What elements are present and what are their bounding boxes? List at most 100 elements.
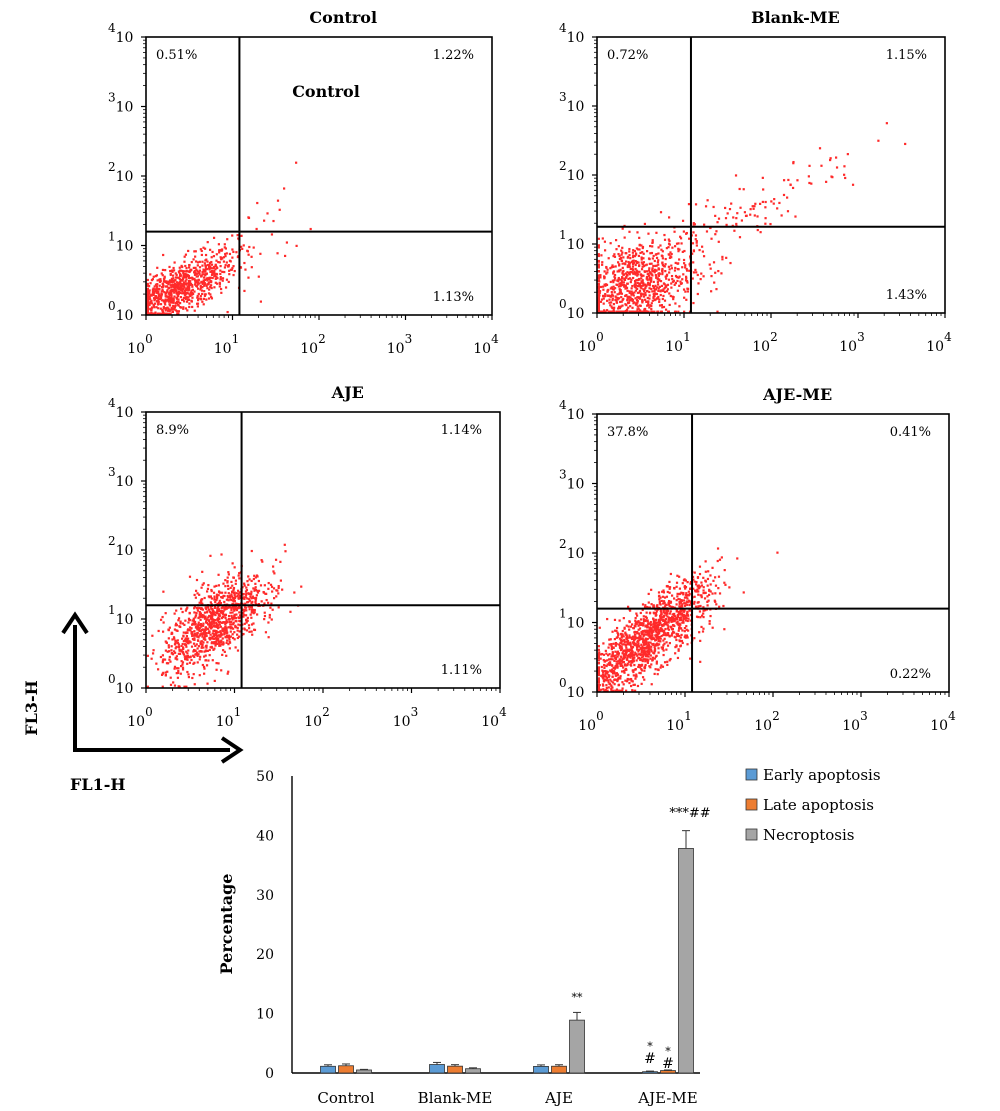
y-tick-label: 310 bbox=[559, 468, 584, 493]
y-tick-label: 010 bbox=[108, 299, 133, 324]
scatter-dots bbox=[597, 547, 779, 692]
fl1-arrowhead-icon bbox=[220, 736, 244, 764]
flow-panel: AJE 8.9% 1.14% 1.11% 100 010 101 110 102 210 103 31… bbox=[108, 383, 507, 730]
fl1-axis-label: FL1-H bbox=[70, 775, 126, 794]
y-tick-label: 010 bbox=[559, 676, 584, 701]
bar bbox=[678, 848, 694, 1074]
x-tick-label: 102 bbox=[304, 705, 329, 730]
y-tick-label: 110 bbox=[559, 607, 584, 632]
legend-swatch bbox=[745, 798, 758, 811]
bar bbox=[551, 1065, 567, 1074]
quadrant-upper-left-pct: 8.9% bbox=[156, 423, 189, 438]
x-tick-label: 103 bbox=[839, 330, 864, 355]
bar bbox=[356, 1069, 372, 1074]
x-tick-label: 104 bbox=[481, 705, 507, 730]
bar bbox=[320, 1065, 336, 1074]
y-tick-label: 110 bbox=[108, 603, 133, 628]
scatter-dots bbox=[146, 543, 303, 688]
bar bbox=[569, 1019, 585, 1074]
bar bbox=[642, 1071, 658, 1074]
legend-swatch bbox=[745, 768, 758, 781]
y-tick-label: 210 bbox=[559, 537, 584, 562]
flow-panel-title: Control bbox=[309, 8, 377, 27]
legend-label: Late apoptosis bbox=[763, 796, 874, 814]
bar bbox=[429, 1064, 445, 1074]
flow-cytometry-panels: Control 0.51% 1.22% 1.13% Control 100 010 101 11… bbox=[108, 8, 956, 734]
y-tick-label: 310 bbox=[559, 90, 584, 115]
x-tick-label: 103 bbox=[842, 709, 867, 734]
significance-marker: # bbox=[662, 1056, 674, 1072]
y-tick-label: 110 bbox=[559, 228, 584, 253]
bar-y-tick-label: 30 bbox=[256, 888, 274, 904]
bar-y-tick-label: 10 bbox=[256, 1007, 274, 1023]
y-tick-label: 410 bbox=[559, 21, 584, 46]
legend-label: Necroptosis bbox=[763, 826, 854, 844]
x-tick-label: 101 bbox=[665, 330, 690, 355]
x-tick-label: 102 bbox=[752, 330, 777, 355]
x-tick-label: 103 bbox=[393, 705, 418, 730]
bar-y-tick-label: 40 bbox=[256, 828, 274, 844]
legend-swatch bbox=[745, 828, 758, 841]
bar bbox=[533, 1066, 549, 1074]
x-tick-label: 104 bbox=[473, 332, 499, 357]
x-tick-label: 104 bbox=[930, 709, 956, 734]
quadrant-upper-left-pct: 0.51% bbox=[156, 48, 197, 63]
x-tick-label: 100 bbox=[578, 330, 603, 355]
x-tick-label: 100 bbox=[578, 709, 603, 734]
x-tick-label: 101 bbox=[214, 332, 239, 357]
bar-legend: Early apoptosis Late apoptosis Necroptosis bbox=[745, 766, 881, 844]
scatter-dots bbox=[146, 161, 312, 315]
flow-panel: Control 0.51% 1.22% 1.13% Control 100 010 101 11… bbox=[108, 8, 499, 357]
bar-category-label: Control bbox=[317, 1089, 374, 1107]
bar-y-tick-label: 0 bbox=[265, 1066, 274, 1082]
x-tick-label: 101 bbox=[216, 705, 241, 730]
quadrant-upper-left-pct: 37.8% bbox=[607, 425, 648, 440]
quadrant-lower-right-pct: 1.11% bbox=[441, 663, 482, 678]
quadrant-lower-right-pct: 0.22% bbox=[890, 667, 931, 682]
y-tick-label: 210 bbox=[559, 159, 584, 184]
x-tick-label: 101 bbox=[666, 709, 691, 734]
quadrant-upper-right-pct: 1.22% bbox=[433, 48, 474, 63]
bar-y-axis-label: Percentage bbox=[217, 874, 236, 975]
x-tick-label: 100 bbox=[127, 705, 152, 730]
bar-y-tick-label: 50 bbox=[256, 769, 274, 785]
quadrant-lower-right-pct: 1.43% bbox=[886, 288, 927, 303]
flow-panel-title: AJE bbox=[331, 383, 364, 402]
bar-chart: 0 10 20 30 40 50 Percentage Control Blank-ME AJE A… bbox=[217, 766, 881, 1107]
y-tick-label: 410 bbox=[108, 21, 133, 46]
quadrant-upper-right-pct: 1.14% bbox=[441, 423, 482, 438]
bar-category-label: Blank-ME bbox=[418, 1089, 493, 1107]
x-tick-label: 102 bbox=[300, 332, 325, 357]
flow-panel: AJE-ME 37.8% 0.41% 0.22% 100 010 101 110 102 210 1… bbox=[559, 385, 956, 734]
bar bbox=[338, 1065, 354, 1074]
fl3-arrowhead-icon bbox=[61, 611, 89, 635]
y-tick-label: 410 bbox=[108, 396, 133, 421]
bar-y-tick-label: 20 bbox=[256, 947, 274, 963]
fl1-fl3-axis-arrows: FL3-H FL1-H bbox=[22, 611, 244, 794]
significance-marker: * bbox=[647, 1040, 653, 1053]
quadrant-upper-left-pct: 0.72% bbox=[607, 48, 648, 63]
y-tick-label: 210 bbox=[108, 534, 133, 559]
quadrant-lower-right-pct: 1.13% bbox=[433, 290, 474, 305]
quadrant-upper-right-pct: 0.41% bbox=[890, 425, 931, 440]
scatter-dots bbox=[597, 122, 907, 313]
x-tick-label: 104 bbox=[926, 330, 952, 355]
y-tick-label: 310 bbox=[108, 91, 133, 116]
y-tick-label: 010 bbox=[559, 297, 584, 322]
significance-marker: ***## bbox=[669, 806, 710, 821]
x-tick-label: 100 bbox=[127, 332, 152, 357]
flow-panel: Blank-ME 0.72% 1.15% 1.43% 100 010 101 110 102 21… bbox=[559, 8, 952, 355]
y-tick-label: 110 bbox=[108, 230, 133, 255]
bar bbox=[447, 1065, 463, 1074]
bar bbox=[465, 1068, 481, 1074]
flow-panel-title: AJE-ME bbox=[762, 385, 832, 404]
x-tick-label: 103 bbox=[387, 332, 412, 357]
significance-marker: ** bbox=[572, 991, 584, 1004]
inset-label: Control bbox=[292, 82, 360, 101]
y-tick-label: 410 bbox=[559, 398, 584, 423]
y-tick-label: 310 bbox=[108, 465, 133, 490]
significance-marker: * bbox=[665, 1045, 671, 1058]
legend-label: Early apoptosis bbox=[763, 766, 881, 784]
flow-panel-title: Blank-ME bbox=[751, 8, 840, 27]
